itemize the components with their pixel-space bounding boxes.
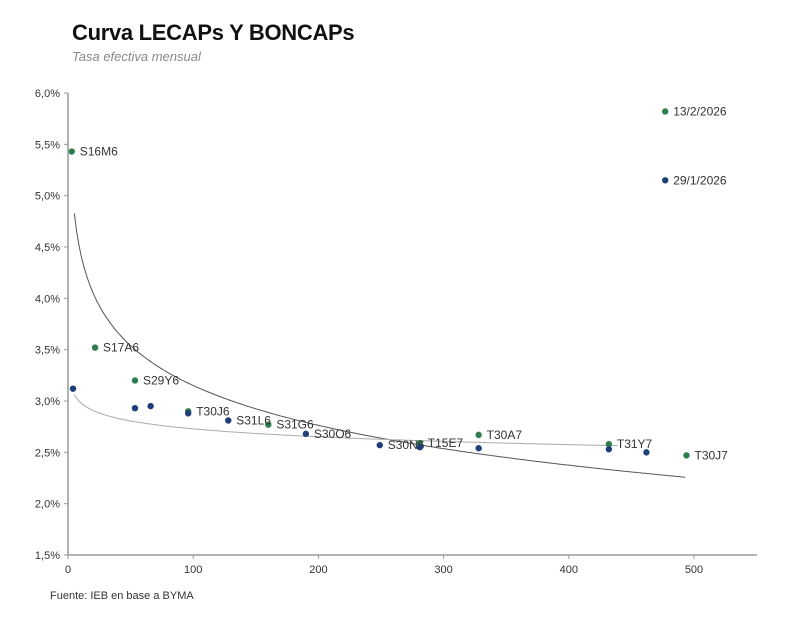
x-tick-label: 200 [309, 564, 327, 576]
data-point [265, 421, 272, 428]
data-label: 29/1/2026 [673, 173, 727, 187]
data-label: S31L6 [236, 414, 271, 428]
data-label: T30J6 [196, 404, 230, 418]
data-point [225, 417, 232, 424]
chart-title: Curva LECAPs Y BONCAPs [72, 20, 355, 45]
data-point [475, 431, 482, 439]
data-label: T30A7 [487, 428, 523, 442]
trend-line-0 [73, 213, 686, 478]
data-point [184, 410, 192, 417]
data-point [302, 430, 310, 438]
data-point [662, 108, 669, 115]
y-tick-label: 2,0% [35, 499, 60, 511]
x-tick-label: 100 [184, 564, 202, 576]
chart-source: Fuente: IEB en base a BYMA [50, 590, 194, 602]
y-tick-label: 3,5% [35, 345, 60, 357]
data-label: S17A6 [103, 341, 139, 355]
x-tick-label: 0 [65, 564, 71, 576]
y-tick-label: 2,5% [35, 447, 60, 459]
data-point [683, 452, 690, 459]
y-tick-label: 5,0% [35, 191, 60, 203]
data-label: S16M6 [80, 145, 118, 159]
data-label: T30J7 [694, 448, 728, 462]
data-point [643, 449, 650, 456]
y-tick-label: 3,0% [35, 396, 60, 408]
data-label: T15E7 [428, 436, 464, 450]
data-point [131, 377, 139, 384]
data-label: 13/2/2026 [673, 104, 727, 118]
y-tick-label: 4,5% [35, 242, 60, 254]
data-label: S31G6 [276, 418, 314, 432]
y-tick-label: 6,0% [35, 88, 60, 100]
data-label: S30O6 [314, 427, 352, 441]
y-tick-label: 5,5% [35, 139, 60, 151]
x-tick-label: 400 [560, 564, 578, 576]
data-point [91, 344, 99, 351]
data-point [147, 402, 154, 410]
data-point [68, 148, 75, 155]
chart-subtitle: Tasa efectiva mensual [72, 49, 201, 64]
data-point [662, 177, 669, 184]
y-tick-label: 4,0% [35, 293, 60, 305]
data-point [416, 444, 424, 451]
data-point [69, 385, 77, 392]
trend-line-1 [73, 394, 618, 447]
data-point [605, 446, 613, 453]
data-point [131, 404, 139, 412]
data-label: S29Y6 [143, 373, 179, 387]
x-tick-label: 300 [434, 564, 452, 576]
data-point [475, 445, 482, 452]
data-point [605, 440, 613, 448]
x-tick-label: 500 [685, 564, 703, 576]
data-point [376, 441, 383, 449]
data-label: S30N6 [388, 438, 425, 452]
data-label: T31Y7 [617, 437, 653, 451]
y-tick-label: 1,5% [35, 550, 60, 562]
